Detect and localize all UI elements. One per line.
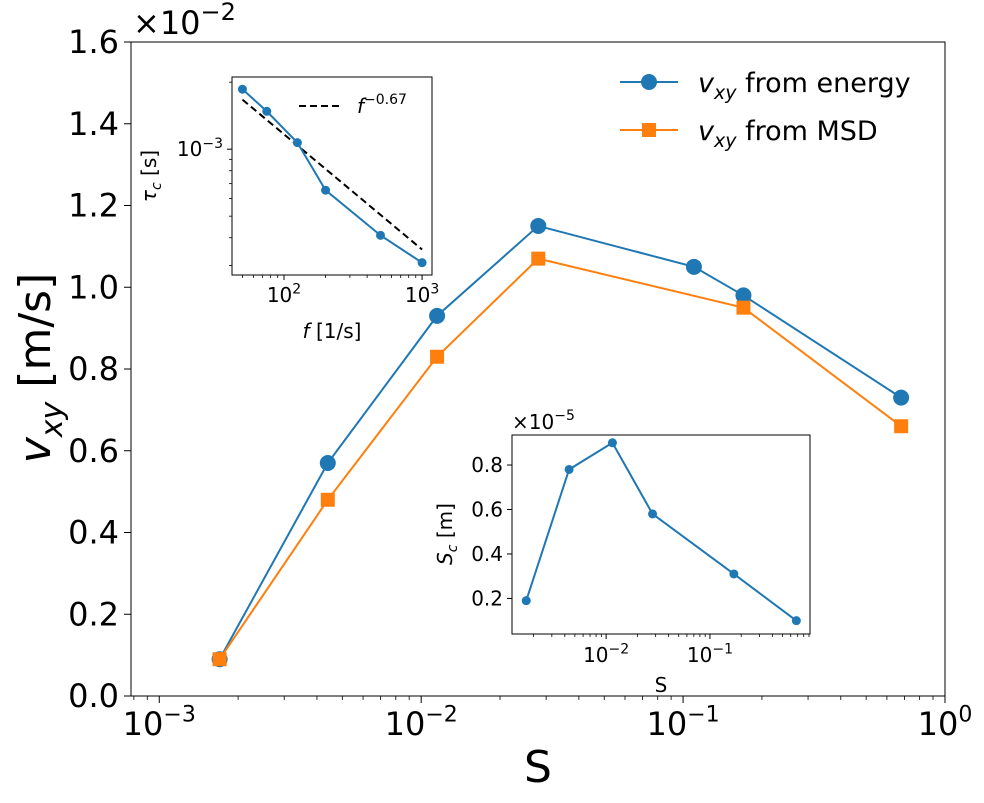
data-point [893,389,910,406]
y-tick-label: 0.4 [471,542,503,566]
data-point [564,464,574,474]
legend-label: vxy from energy [698,68,911,104]
data-point [292,138,302,148]
data-point [319,455,336,472]
data-point [607,438,617,448]
x-tick-label: 10−1 [647,703,720,743]
y-tick-label: 0.2 [471,586,503,610]
inset-sc-frame [511,434,811,635]
y-offset-label: ×10−2 [133,0,236,42]
y-tick-label: 1.2 [68,187,119,225]
inset-sc: 0.2 0.4 0.6 0.8 10−2 10−1 ×10−5 S Sc [m] [433,408,811,697]
data-point [736,300,751,315]
data-point [729,569,739,579]
data-point [417,258,427,268]
x-tick-label: 10−3 [123,703,196,743]
legend-marker [641,74,657,90]
y-tick-label: 0.6 [471,497,503,521]
data-point [430,349,445,364]
y-tick-label: 0.0 [68,677,119,715]
data-point [530,217,547,234]
x-tick-label: 103 [405,282,439,307]
legend-label: vxy from MSD [698,116,878,152]
data-point [262,106,272,116]
data-point [521,596,531,606]
x-axis-label: f [1/s] [303,319,362,343]
data-point [376,230,386,240]
series-line [525,441,797,622]
y-tick-label: 0.6 [68,432,119,470]
legend-label: f−0.67 [357,92,407,118]
fit-line [241,98,423,251]
series-line [241,88,423,264]
data-point [685,258,702,275]
y-axis-label: τc [s] [137,150,165,202]
x-tick-label: 10−2 [385,703,458,743]
y-axis-label: Sc [m] [433,503,461,565]
data-point [321,185,331,195]
y-tick-label: 0.2 [68,595,119,633]
y-tick-label: 1.0 [68,268,119,306]
legend-marker [642,123,656,137]
data-point [237,84,247,94]
data-point [429,307,446,324]
main-plot: 0.0 0.2 0.4 0.6 0.8 1.0 1.2 1.4 1.6 10−3 10−2 10−1 1… [10,0,972,793]
x-tick-label: 10−1 [687,642,733,667]
y-tick-label: 1.4 [68,105,119,143]
series-line [218,257,902,660]
x-axis-label: S [524,742,552,793]
data-point [531,251,546,266]
data-point [791,616,801,626]
data-point [648,509,658,519]
data-point [320,492,335,507]
inset-tau: 102 103 10−3 f [1/s] τc [s] f−0.67 [137,76,439,343]
x-tick-label: 100 [918,703,973,743]
x-tick-label: 102 [267,282,301,307]
y-tick-label: 0.4 [68,514,119,552]
y-tick-label: 0.8 [68,350,119,388]
y-tick-label: 1.6 [68,23,119,61]
x-axis-label: S [655,673,668,697]
y-offset-label: ×10−5 [512,408,575,434]
data-point [212,652,227,667]
y-axis-label: vxy [m/s] [10,273,70,464]
data-point [735,287,752,304]
x-tick-label: 10−2 [583,642,629,667]
y-tick-label: 0.8 [471,453,503,477]
data-point [894,419,909,434]
y-tick-label: 10−3 [177,136,223,161]
